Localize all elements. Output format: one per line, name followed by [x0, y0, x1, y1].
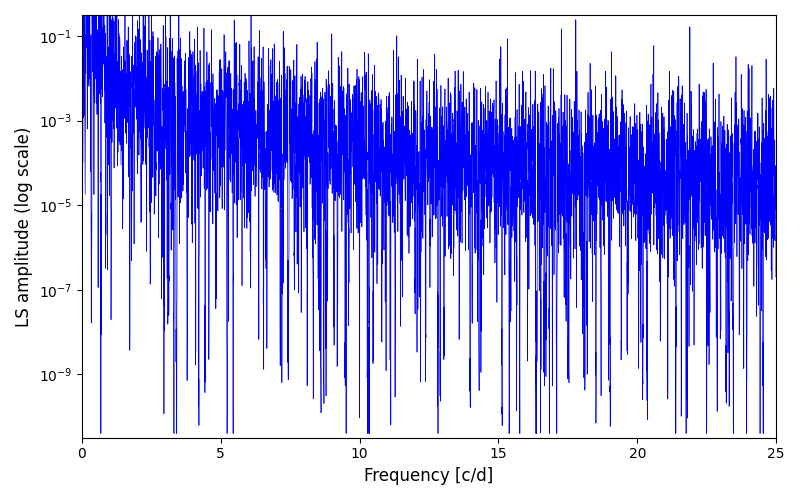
- X-axis label: Frequency [c/d]: Frequency [c/d]: [364, 467, 494, 485]
- Y-axis label: LS amplitude (log scale): LS amplitude (log scale): [15, 126, 33, 326]
